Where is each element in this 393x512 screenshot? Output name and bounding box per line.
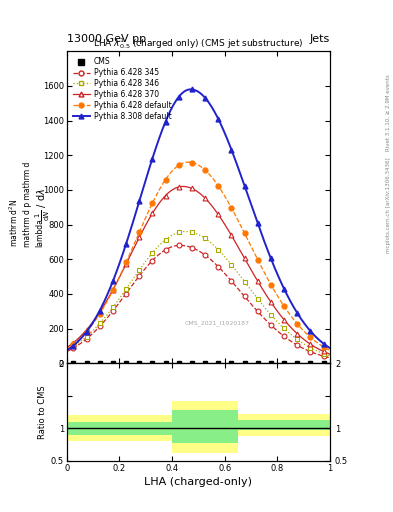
Title: LHA $\lambda^{1}_{0.5}$ (charged only) (CMS jet substructure): LHA $\lambda^{1}_{0.5}$ (charged only) (…	[93, 36, 304, 51]
Text: Jets: Jets	[310, 33, 330, 44]
Text: 13000 GeV pp: 13000 GeV pp	[67, 33, 146, 44]
Text: mcplots.cern.ch [arXiv:1306.3436]: mcplots.cern.ch [arXiv:1306.3436]	[386, 157, 391, 252]
Text: CMS_2021_I1920187: CMS_2021_I1920187	[184, 320, 250, 326]
Text: $\frac{1}{\mathrm{d}N}\ /\ \mathrm{d}\lambda$: $\frac{1}{\mathrm{d}N}\ /\ \mathrm{d}\la…	[33, 188, 51, 221]
Legend: CMS, Pythia 6.428 345, Pythia 6.428 346, Pythia 6.428 370, Pythia 6.428 default,: CMS, Pythia 6.428 345, Pythia 6.428 346,…	[71, 55, 174, 123]
X-axis label: LHA (charged-only): LHA (charged-only)	[145, 477, 252, 487]
Text: Rivet 3.1.10, ≥ 2.9M events: Rivet 3.1.10, ≥ 2.9M events	[386, 74, 391, 151]
Y-axis label: Ratio to CMS: Ratio to CMS	[38, 385, 47, 439]
Text: mathrm d$^2$N
mathrm d p mathrm d
lambda: mathrm d$^2$N mathrm d p mathrm d lambda	[8, 162, 44, 247]
